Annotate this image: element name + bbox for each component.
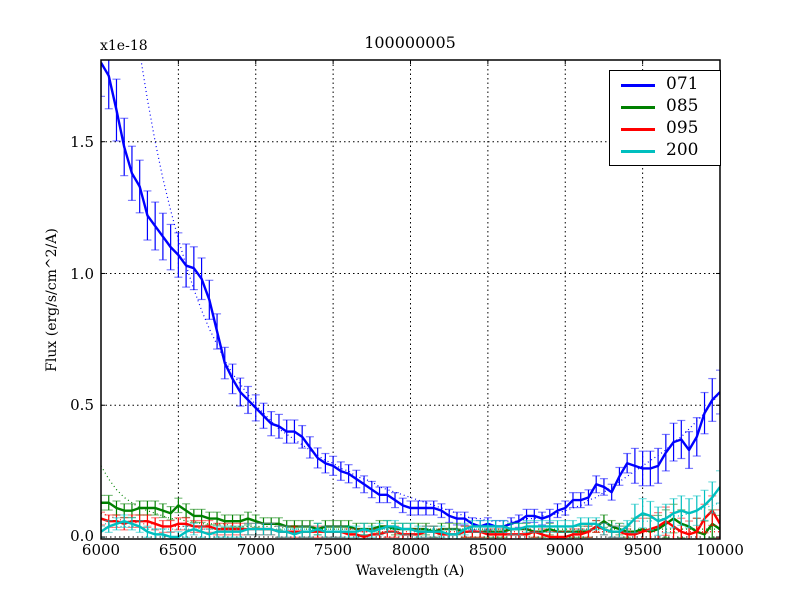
model-curve bbox=[101, 502, 720, 530]
legend-label: 071 bbox=[666, 74, 699, 94]
chart-title: 100000005 bbox=[364, 33, 456, 52]
legend-item-095: 095 bbox=[610, 117, 720, 139]
legend-swatch bbox=[621, 106, 655, 109]
x-tick-label: 7000 bbox=[236, 541, 276, 559]
data-line bbox=[101, 62, 720, 528]
y-tick-label: 1.5 bbox=[70, 133, 94, 151]
y-tick-label: 1.0 bbox=[70, 265, 94, 283]
x-tick-label: 6500 bbox=[158, 541, 198, 559]
legend-swatch bbox=[621, 150, 655, 153]
legend-item-085: 085 bbox=[610, 95, 720, 117]
series-200 bbox=[101, 470, 720, 539]
legend-label: 085 bbox=[666, 96, 699, 116]
legend-swatch bbox=[621, 128, 655, 131]
series-071 bbox=[101, 60, 720, 533]
legend: 071 085 095 200 bbox=[609, 70, 721, 166]
x-axis-label: Wavelength (A) bbox=[355, 563, 465, 579]
x-tick-label: 9500 bbox=[623, 541, 663, 559]
y-tick-label: 0.0 bbox=[70, 527, 94, 545]
x-tick-label: 6000 bbox=[81, 541, 121, 559]
x-tick-label: 10000 bbox=[696, 541, 744, 559]
legend-swatch bbox=[621, 84, 655, 87]
legend-label: 200 bbox=[666, 140, 699, 160]
x-tick-label: 9000 bbox=[545, 541, 585, 559]
axes-frame bbox=[100, 59, 721, 540]
x-tick-label: 7500 bbox=[313, 541, 353, 559]
y-offset-label: x1e-18 bbox=[100, 38, 148, 54]
x-tick-label: 8000 bbox=[391, 541, 431, 559]
x-tick-label: 8500 bbox=[468, 541, 508, 559]
data-line bbox=[101, 486, 720, 539]
legend-label: 095 bbox=[666, 118, 699, 138]
legend-item-200: 200 bbox=[610, 139, 720, 161]
y-axis-label: Flux (erg/s/cm^2/A) bbox=[44, 228, 60, 372]
y-tick-label: 0.5 bbox=[70, 396, 94, 414]
legend-item-071: 071 bbox=[610, 73, 720, 95]
